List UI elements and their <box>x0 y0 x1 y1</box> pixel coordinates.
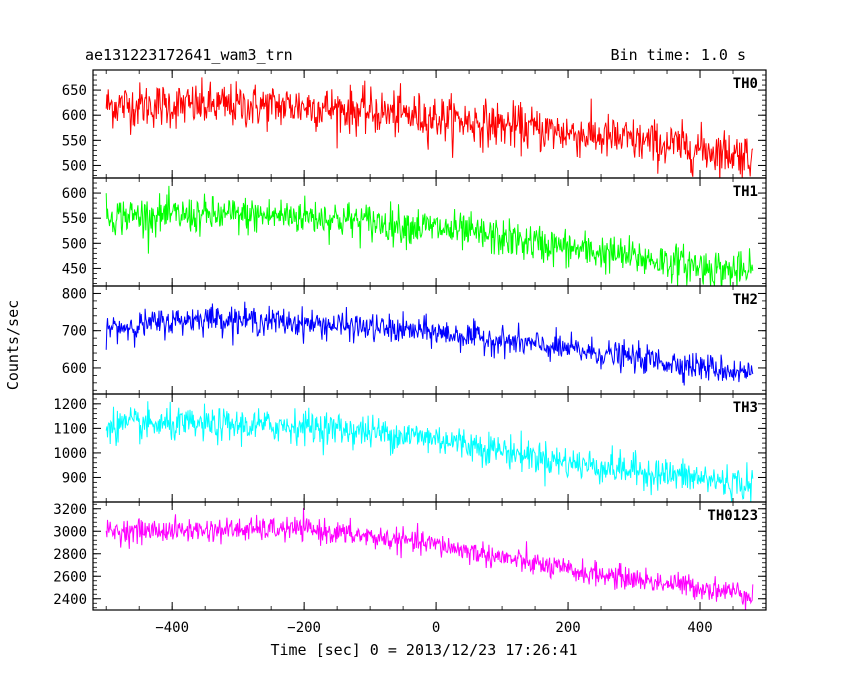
y-tick-label: 800 <box>62 286 87 302</box>
series-line-th3 <box>105 401 754 502</box>
panel-label-th3: TH3 <box>733 400 758 416</box>
panel-frame <box>92 285 767 395</box>
y-tick-label: 650 <box>62 83 87 99</box>
y-tick-label: 550 <box>62 211 87 227</box>
y-tick-label: 600 <box>62 108 87 124</box>
y-tick-label: 600 <box>62 186 87 202</box>
y-tick-label: 600 <box>62 361 87 377</box>
panel-th3: 900 1000 1100 1200 TH3 <box>53 393 767 503</box>
panels-group: 500 550 600 650 TH0 450 500 550 600 TH1 600 700 800 T… <box>53 69 767 636</box>
y-tick-label: 2600 <box>53 569 87 585</box>
bin-time-label: Bin time: 1.0 s <box>611 46 746 64</box>
x-tick-label: −200 <box>287 620 321 636</box>
y-tick-label: 550 <box>62 133 87 149</box>
series-line-th0 <box>105 77 754 178</box>
y-tick-label: 700 <box>62 324 87 340</box>
y-tick-label: 2400 <box>53 592 87 608</box>
y-tick-label: 1000 <box>53 446 87 462</box>
y-tick-label: 500 <box>62 158 87 174</box>
x-tick-label: 400 <box>687 620 712 636</box>
series-line-th2 <box>105 301 754 386</box>
y-tick-label: 1200 <box>53 397 87 413</box>
y-tick-label: 900 <box>62 470 87 486</box>
x-tick-label: −400 <box>155 620 189 636</box>
panel-label-th2: TH2 <box>733 292 758 308</box>
panel-label-th0123: TH0123 <box>707 508 758 524</box>
panel-label-th1: TH1 <box>733 184 758 200</box>
y-tick-label: 2800 <box>53 547 87 563</box>
y-tick-label: 1100 <box>53 421 87 437</box>
series-line-th1 <box>105 185 754 286</box>
y-tick-label: 450 <box>62 261 87 277</box>
y-tick-label: 500 <box>62 236 87 252</box>
panel-th0123: 2400 2600 2800 3000 3200 TH0123 <box>53 501 767 611</box>
y-axis-label: Counts/sec <box>4 300 22 390</box>
y-tick-label: 3200 <box>53 502 87 518</box>
panel-frame <box>92 501 767 611</box>
series-line-th0123 <box>105 507 754 610</box>
x-tick-label: 0 <box>432 620 440 636</box>
panel-frame <box>92 177 767 287</box>
panel-th0: 500 550 600 650 TH0 <box>62 69 767 179</box>
panel-th2: 600 700 800 TH2 <box>62 285 767 395</box>
panel-label-th0: TH0 <box>733 76 758 92</box>
chart-title: ae131223172641_wam3_trn <box>85 46 293 64</box>
x-tick-label: 200 <box>555 620 580 636</box>
panel-th1: 450 500 550 600 TH1 <box>62 177 767 287</box>
panel-frame <box>92 393 767 503</box>
x-axis-label: Time [sec] 0 = 2013/12/23 17:26:41 <box>270 641 577 659</box>
y-tick-label: 3000 <box>53 524 87 540</box>
